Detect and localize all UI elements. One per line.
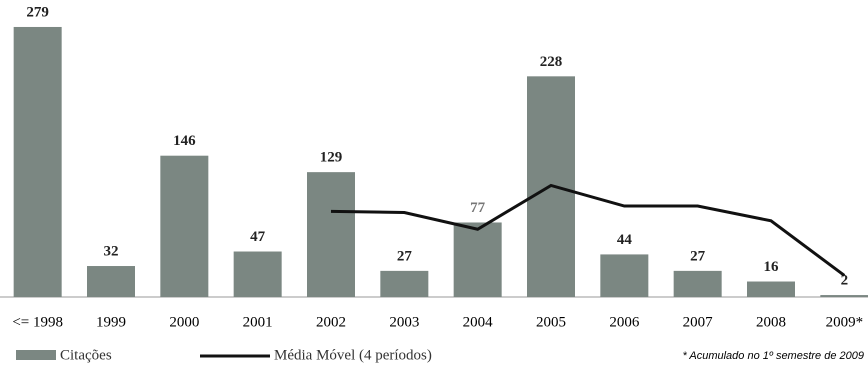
value-label: 44 — [617, 232, 633, 248]
x-tick-label: 2000 — [169, 314, 199, 330]
bar — [87, 266, 135, 297]
x-tick-label: 2001 — [243, 314, 273, 330]
legend-label: Citações — [60, 347, 112, 363]
x-tick-label: 1999 — [96, 314, 126, 330]
x-tick-label: 2005 — [536, 314, 566, 330]
value-label: 47 — [250, 229, 266, 245]
x-tick-label: 2004 — [463, 314, 494, 330]
legend-swatch — [16, 350, 56, 360]
value-label: 27 — [397, 248, 413, 264]
x-tick-label: 2009* — [826, 314, 864, 330]
value-label: 129 — [320, 150, 343, 166]
bar — [13, 26, 62, 297]
footnote: * Acumulado no 1º semestre de 2009 — [682, 350, 864, 362]
bar — [600, 254, 649, 297]
value-label: 27 — [690, 248, 706, 264]
bar — [820, 295, 868, 297]
bar — [673, 270, 722, 297]
value-label: 279 — [26, 4, 49, 20]
bar — [160, 155, 209, 297]
x-tick-label: 2002 — [316, 314, 346, 330]
bar — [233, 251, 282, 297]
x-tick-label: 2003 — [389, 314, 419, 330]
value-label: 32 — [104, 243, 119, 259]
x-tick-label: 2006 — [609, 314, 640, 330]
value-label: 2 — [841, 273, 849, 289]
bar — [453, 222, 502, 297]
bar — [380, 270, 429, 297]
legend-label: Média Móvel (4 períodos) — [274, 347, 432, 363]
x-tick-label: 2008 — [756, 314, 786, 330]
x-tick-label: 2007 — [683, 314, 714, 330]
bar — [747, 281, 795, 297]
value-label: 146 — [173, 133, 196, 149]
value-label: 16 — [764, 259, 780, 275]
bar — [307, 172, 355, 297]
x-tick-label: <= 1998 — [12, 314, 63, 330]
value-label: 77 — [470, 200, 486, 216]
line — [330, 183, 846, 277]
value-label: 228 — [540, 54, 563, 70]
